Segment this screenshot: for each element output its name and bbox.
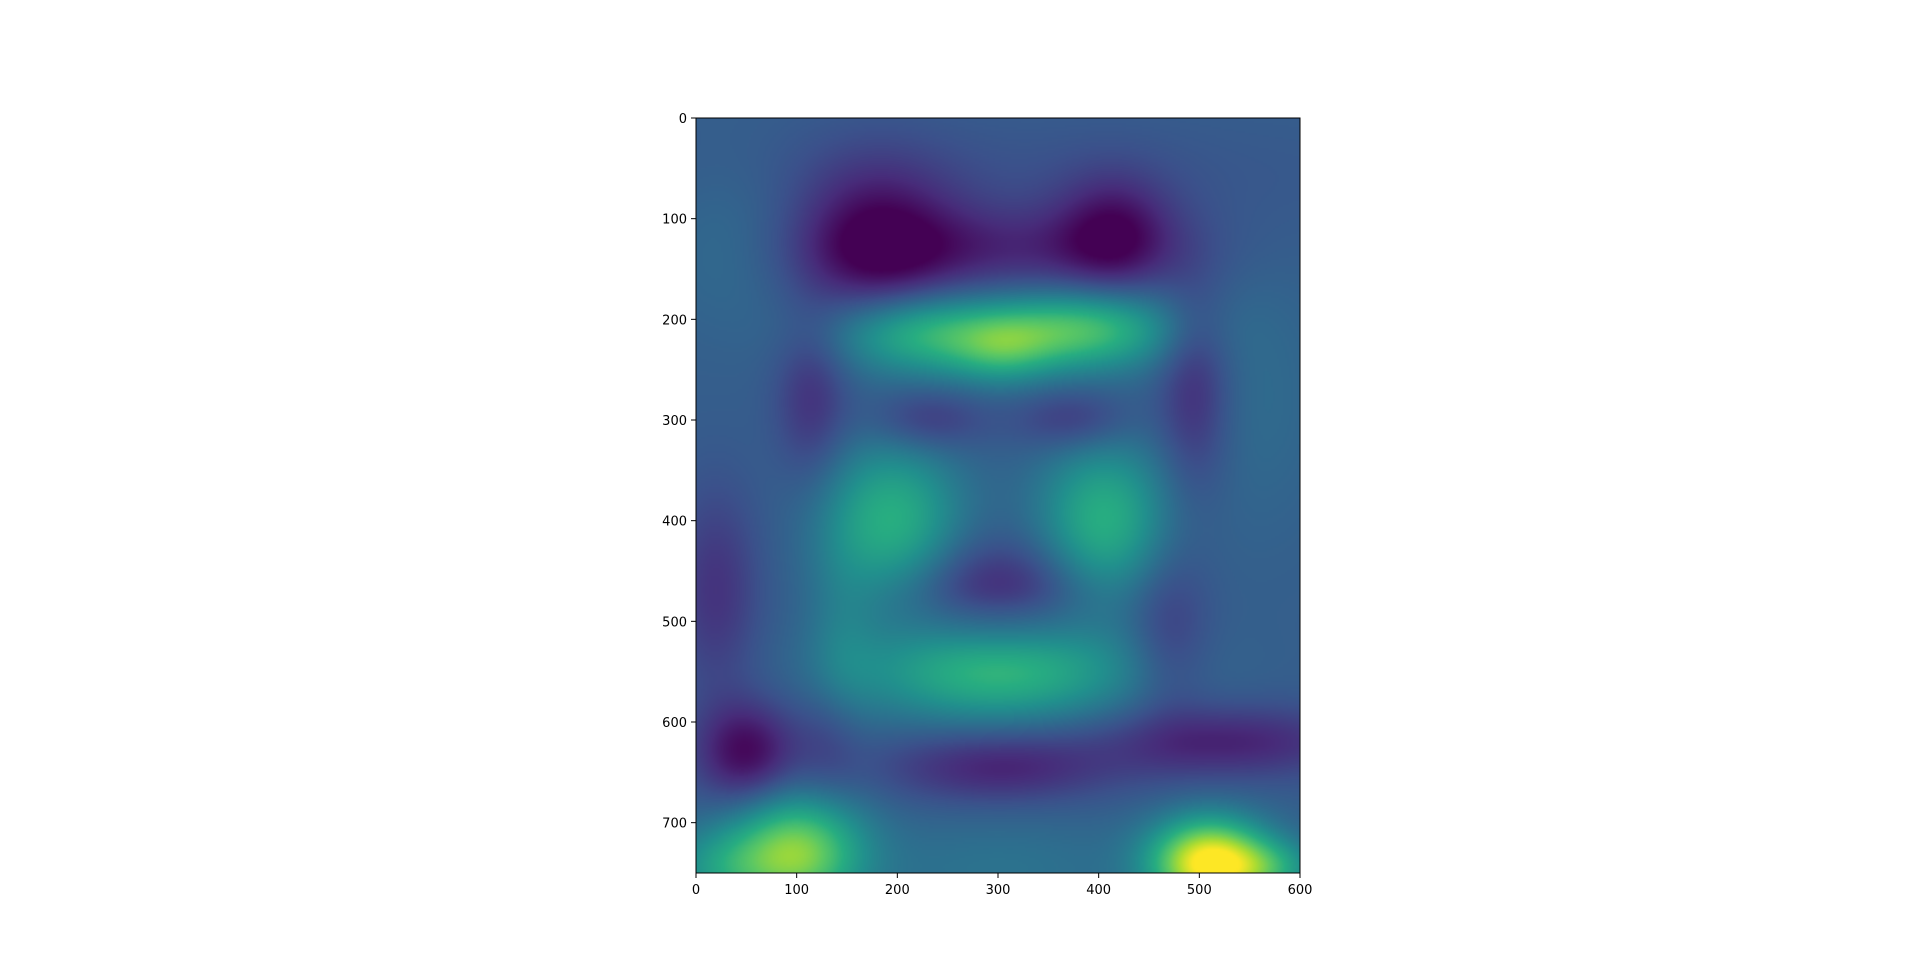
y-tick-label: 700 — [662, 817, 687, 832]
y-tick-label: 600 — [662, 716, 687, 731]
x-tick-label: 200 — [885, 883, 910, 898]
x-tick-label: 0 — [692, 883, 700, 898]
heatmap-image-layer — [696, 118, 1300, 873]
y-tick-label: 0 — [679, 112, 687, 127]
x-tick-label: 300 — [986, 883, 1011, 898]
y-tick-label: 200 — [662, 313, 687, 328]
x-tick-label: 100 — [784, 883, 809, 898]
x-axis: 0 100 200 300 400 500 600 — [692, 873, 1313, 898]
x-tick-label: 600 — [1288, 883, 1313, 898]
heatmap-image — [696, 118, 1300, 873]
y-tick-label: 500 — [662, 615, 687, 630]
x-tick-label: 500 — [1187, 883, 1212, 898]
x-tick-label: 400 — [1086, 883, 1111, 898]
y-tick-label: 300 — [662, 414, 687, 429]
y-axis: 0 100 200 300 400 500 600 700 — [662, 112, 696, 832]
y-tick-label: 100 — [662, 213, 687, 228]
y-tick-label: 400 — [662, 515, 687, 530]
